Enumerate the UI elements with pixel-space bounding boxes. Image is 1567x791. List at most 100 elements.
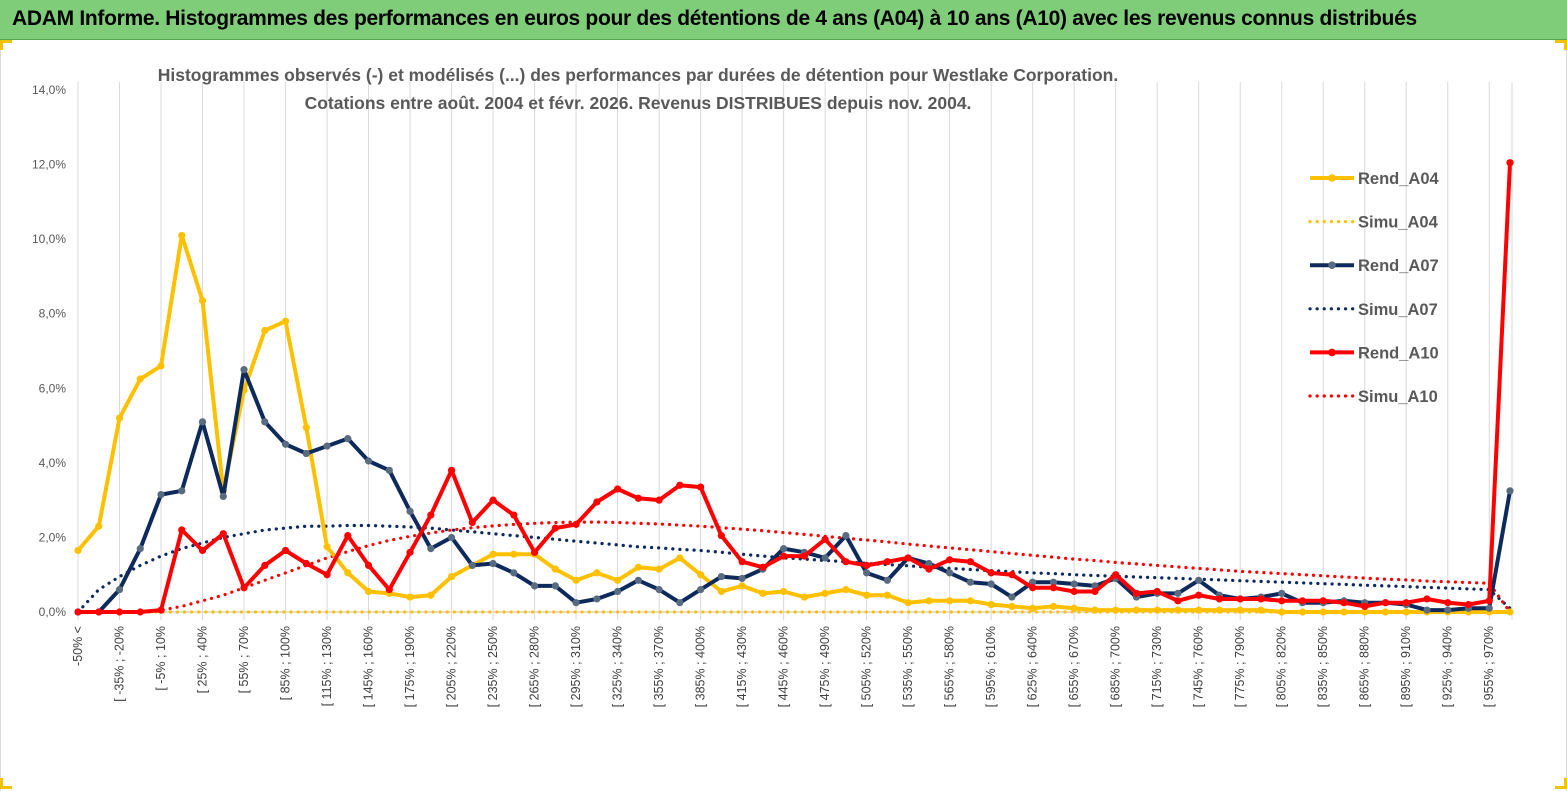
data-point	[157, 490, 165, 499]
data-point	[1195, 576, 1203, 584]
data-point	[136, 545, 144, 553]
series-line	[78, 162, 1512, 614]
data-point	[1402, 608, 1410, 616]
x-tick-label: [ 265% ; 280%	[528, 626, 542, 707]
data-point	[1070, 587, 1078, 596]
data-point	[178, 487, 186, 495]
data-point	[1049, 602, 1058, 611]
series-layer	[74, 159, 1514, 616]
series-line	[76, 520, 1512, 614]
data-point	[1464, 600, 1473, 609]
data-point	[863, 591, 871, 599]
data-point	[1091, 587, 1099, 596]
legend-label: Simu_A07	[1358, 301, 1438, 319]
x-tick-label: [ 715% ; 730%	[1150, 626, 1164, 707]
x-tick-label: [ 25% ; 40%	[196, 626, 210, 693]
data-point	[634, 494, 642, 502]
data-point	[593, 595, 601, 603]
legend-marker	[1328, 261, 1336, 270]
x-tick-label: [ 235% ; 250%	[486, 626, 500, 707]
report-title: ADAM Informe. Histogrammes des performan…	[12, 7, 1417, 30]
chart-title: Histogrammes observés (-) et modélisés (…	[158, 65, 1118, 113]
data-point	[1444, 606, 1452, 614]
data-point	[1112, 571, 1120, 579]
data-point	[240, 366, 248, 374]
legend-marker	[1328, 348, 1336, 357]
data-point	[946, 556, 954, 564]
data-point	[966, 558, 975, 566]
data-point	[136, 608, 144, 616]
data-point	[323, 442, 331, 450]
data-point	[697, 586, 705, 594]
data-point	[447, 533, 456, 542]
data-point	[842, 558, 850, 566]
data-point	[510, 550, 518, 558]
data-point	[385, 586, 393, 594]
data-point	[593, 569, 601, 577]
data-point	[1174, 589, 1182, 597]
y-axis: 0,0% 2,0% 4,0% 6,0% 8,0% 10,0% 12,0% 14,0%	[32, 83, 66, 619]
data-point	[759, 563, 767, 571]
data-point	[925, 559, 933, 568]
data-point	[489, 559, 497, 568]
data-point	[1008, 593, 1016, 601]
data-point	[281, 546, 290, 555]
frame-corner	[1564, 40, 1567, 50]
x-tick-label: [ 175% ; 190%	[403, 626, 417, 707]
data-point	[1257, 595, 1265, 603]
data-point	[95, 608, 103, 616]
x-tick-label: [ 475% ; 490%	[818, 626, 832, 707]
x-tick-label: [ 775% ; 790%	[1233, 626, 1247, 707]
series-simu-a07	[76, 523, 1512, 614]
frame-corner	[1555, 786, 1567, 789]
data-point	[344, 569, 352, 577]
data-point	[530, 548, 539, 556]
data-point	[427, 511, 435, 519]
x-tick-label: [ 85% ; 100%	[279, 626, 293, 700]
data-point	[1485, 604, 1493, 612]
data-point	[821, 535, 829, 543]
data-point	[1278, 589, 1286, 597]
data-point	[157, 362, 165, 370]
legend-entry-simu-a07: Simu_A07	[1308, 301, 1438, 319]
data-point	[800, 593, 808, 601]
data-point	[1319, 608, 1327, 616]
x-tick-label: [ 415% ; 430%	[735, 626, 749, 707]
data-point	[613, 587, 622, 596]
y-tick-label: 2,0%	[39, 530, 67, 544]
data-point	[717, 572, 725, 581]
data-point	[655, 586, 663, 594]
x-tick-label: [ 445% ; 460%	[777, 626, 791, 707]
data-point	[406, 507, 414, 515]
data-point	[1132, 589, 1141, 597]
data-point	[178, 526, 186, 534]
data-point	[1298, 608, 1307, 616]
data-point	[1029, 604, 1037, 612]
data-point	[551, 582, 559, 590]
data-point	[1236, 595, 1244, 603]
data-point	[613, 485, 622, 493]
data-point	[987, 580, 995, 588]
x-tick-label: [ -35% ; -20%	[113, 626, 127, 702]
x-tick-label: [ 325% ; 340%	[611, 626, 625, 707]
data-point	[1381, 599, 1390, 607]
grid-layer	[77, 82, 1513, 620]
data-point	[344, 435, 352, 443]
data-point	[676, 599, 684, 607]
data-point	[1485, 597, 1493, 605]
y-tick-label: 4,0%	[39, 456, 67, 470]
legend-label: Rend_A04	[1358, 170, 1440, 188]
data-point	[427, 591, 435, 599]
data-point	[530, 582, 539, 590]
data-point	[281, 440, 290, 448]
data-point	[842, 531, 850, 540]
series-simu-a10	[76, 520, 1512, 614]
data-point	[406, 593, 414, 601]
data-point	[655, 496, 663, 504]
data-point	[1278, 597, 1286, 605]
x-tick-label: [ 625% ; 640%	[1026, 626, 1040, 707]
data-point	[780, 545, 788, 553]
data-point	[800, 552, 808, 560]
data-point	[1215, 595, 1224, 603]
data-point	[447, 572, 456, 581]
